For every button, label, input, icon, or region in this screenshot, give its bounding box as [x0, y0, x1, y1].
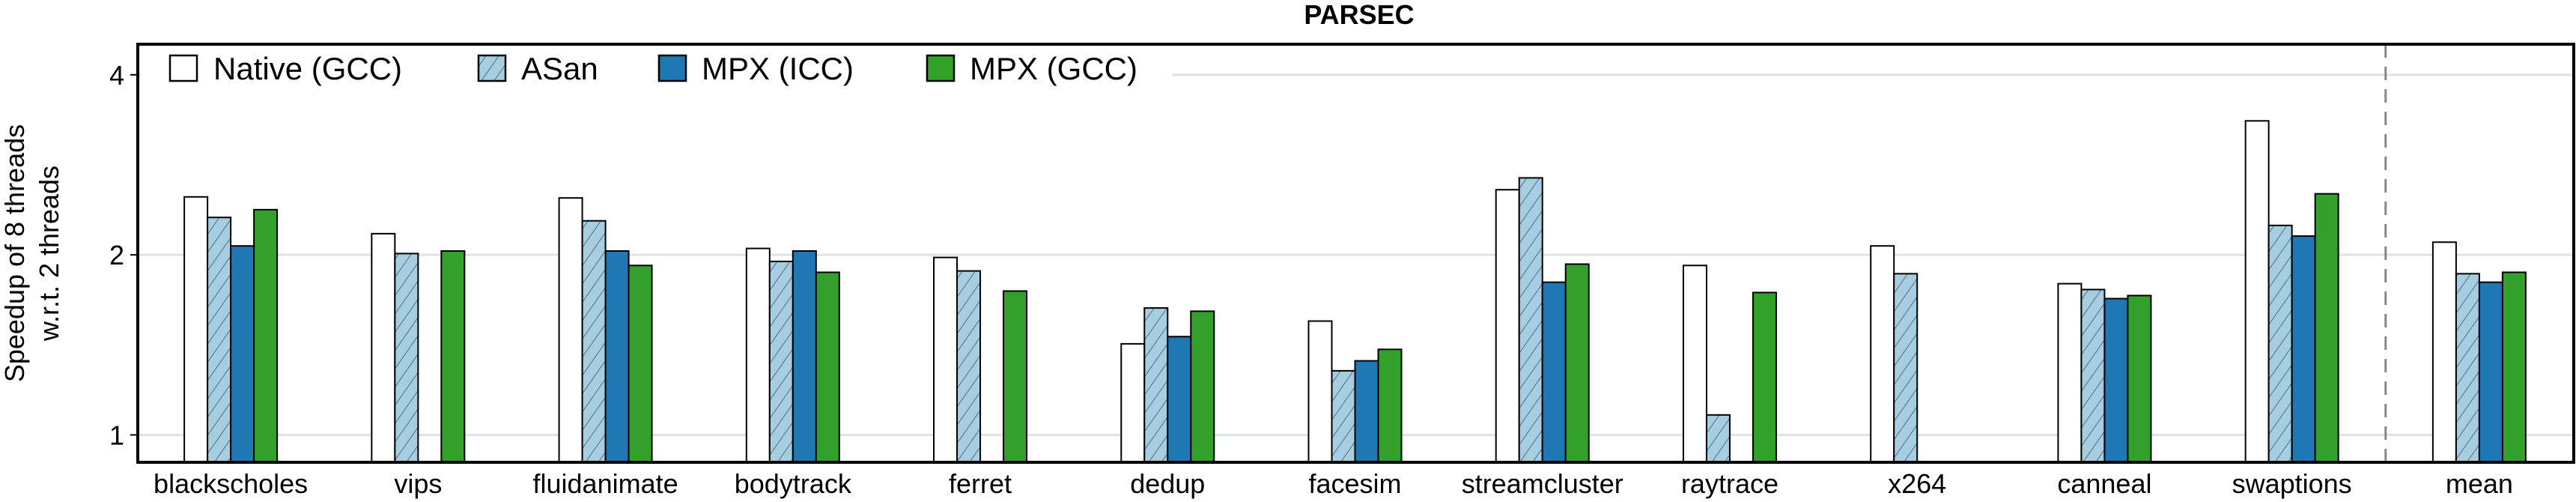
bar [745, 247, 771, 463]
bar-group-blackscholes [183, 196, 279, 463]
bar [2431, 241, 2457, 463]
bar-group-bodytrack [745, 247, 840, 463]
y-axis-label-line1: Speedup of 8 threads [0, 124, 30, 382]
bar-group-canneal [2057, 282, 2152, 464]
bar [1752, 291, 1777, 464]
bar-group-ferret [933, 256, 1028, 464]
bar-group-facesim [1307, 320, 1403, 464]
bar-group-x264 [1870, 245, 1919, 463]
bar-group-raytrace [1682, 264, 1777, 464]
bar [1518, 177, 1543, 463]
bar [768, 260, 794, 463]
plot-frame [136, 43, 2575, 464]
bar [1377, 348, 1403, 463]
legend-label: Native (GCC) [213, 51, 402, 86]
bar [1190, 310, 1215, 463]
chart-title: PARSEC [1304, 0, 1414, 30]
bar [1331, 369, 1356, 463]
bar [558, 197, 583, 463]
legend-background [140, 46, 1172, 99]
bar [792, 250, 817, 463]
x-tick-label: mean [2446, 468, 2513, 499]
bar-group-fluidanimate [558, 197, 653, 463]
x-tick-label: streamcluster [1462, 468, 1623, 499]
x-tick-label: canneal [2057, 468, 2151, 499]
bar [394, 252, 419, 463]
bar [1143, 307, 1169, 463]
bar-group-dedup [1120, 307, 1215, 463]
bar [2103, 297, 2129, 463]
x-tick-label: dedup [1130, 468, 1205, 499]
x-tick-label: ferret [949, 468, 1012, 499]
bar [2478, 281, 2503, 464]
bar [1495, 189, 1520, 463]
legend-label: MPX (GCC) [970, 51, 1137, 86]
y-tick-label: 4 [109, 60, 124, 91]
y-axis-label-line2: w.r.t. 2 threads [34, 166, 64, 342]
axes: 1 2 4 blackscholes vips fluidanimate bodytrack… [109, 43, 2575, 499]
bar-group-mean [2431, 241, 2527, 464]
x-tick-label: blackscholes [154, 468, 308, 499]
bar [1167, 336, 1192, 463]
x-tick-label: raytrace [1681, 468, 1778, 499]
bar [253, 208, 279, 463]
bar-group-swaptions [2244, 120, 2339, 464]
bar [1354, 360, 1379, 463]
bar [1120, 342, 1146, 463]
legend: Native (GCC) ASan MPX (ICC) MPX (GCC) [140, 46, 1172, 99]
legend-swatch [657, 54, 687, 82]
bar [1564, 263, 1590, 463]
bars [183, 120, 2527, 464]
legend-swatch [926, 54, 956, 82]
legend-label: ASan [521, 51, 598, 86]
bar [815, 271, 840, 463]
x-tick-label: vips [394, 468, 442, 499]
bar [371, 232, 396, 463]
bar [1541, 281, 1567, 464]
bar [183, 196, 209, 463]
bar [2501, 271, 2527, 463]
bar [604, 250, 630, 463]
bar [1003, 290, 1028, 463]
bar-group-streamcluster [1495, 177, 1590, 464]
bar [956, 270, 982, 464]
legend-swatch [168, 54, 198, 82]
bar [2080, 288, 2106, 463]
bar-group-vips [371, 232, 466, 463]
bar [2314, 193, 2339, 463]
bar [1307, 320, 1333, 464]
legend-swatch [477, 54, 507, 82]
bar [440, 250, 466, 463]
x-tick-label: fluidanimate [533, 468, 678, 499]
bar [933, 256, 959, 463]
y-tick-label: 1 [109, 420, 124, 450]
bar [2291, 235, 2316, 463]
x-tick-label: swaptions [2232, 468, 2352, 499]
bar [581, 220, 607, 463]
bar [1893, 273, 1919, 463]
bar [230, 245, 255, 463]
bar [2057, 282, 2083, 463]
bar [2455, 273, 2480, 463]
bar [2267, 224, 2293, 463]
legend-label: MPX (ICC) [702, 51, 854, 86]
bar [1682, 264, 1707, 463]
x-tick-label: bodytrack [735, 468, 852, 499]
bar [207, 217, 232, 463]
bar [628, 264, 653, 463]
x-tick-label: facesim [1308, 468, 1401, 499]
bar [1705, 414, 1731, 463]
x-tick-label: x264 [1888, 468, 1946, 499]
bar [2127, 294, 2152, 464]
y-tick-label: 2 [109, 240, 124, 270]
bar [2244, 120, 2270, 464]
bar [1870, 245, 1895, 463]
